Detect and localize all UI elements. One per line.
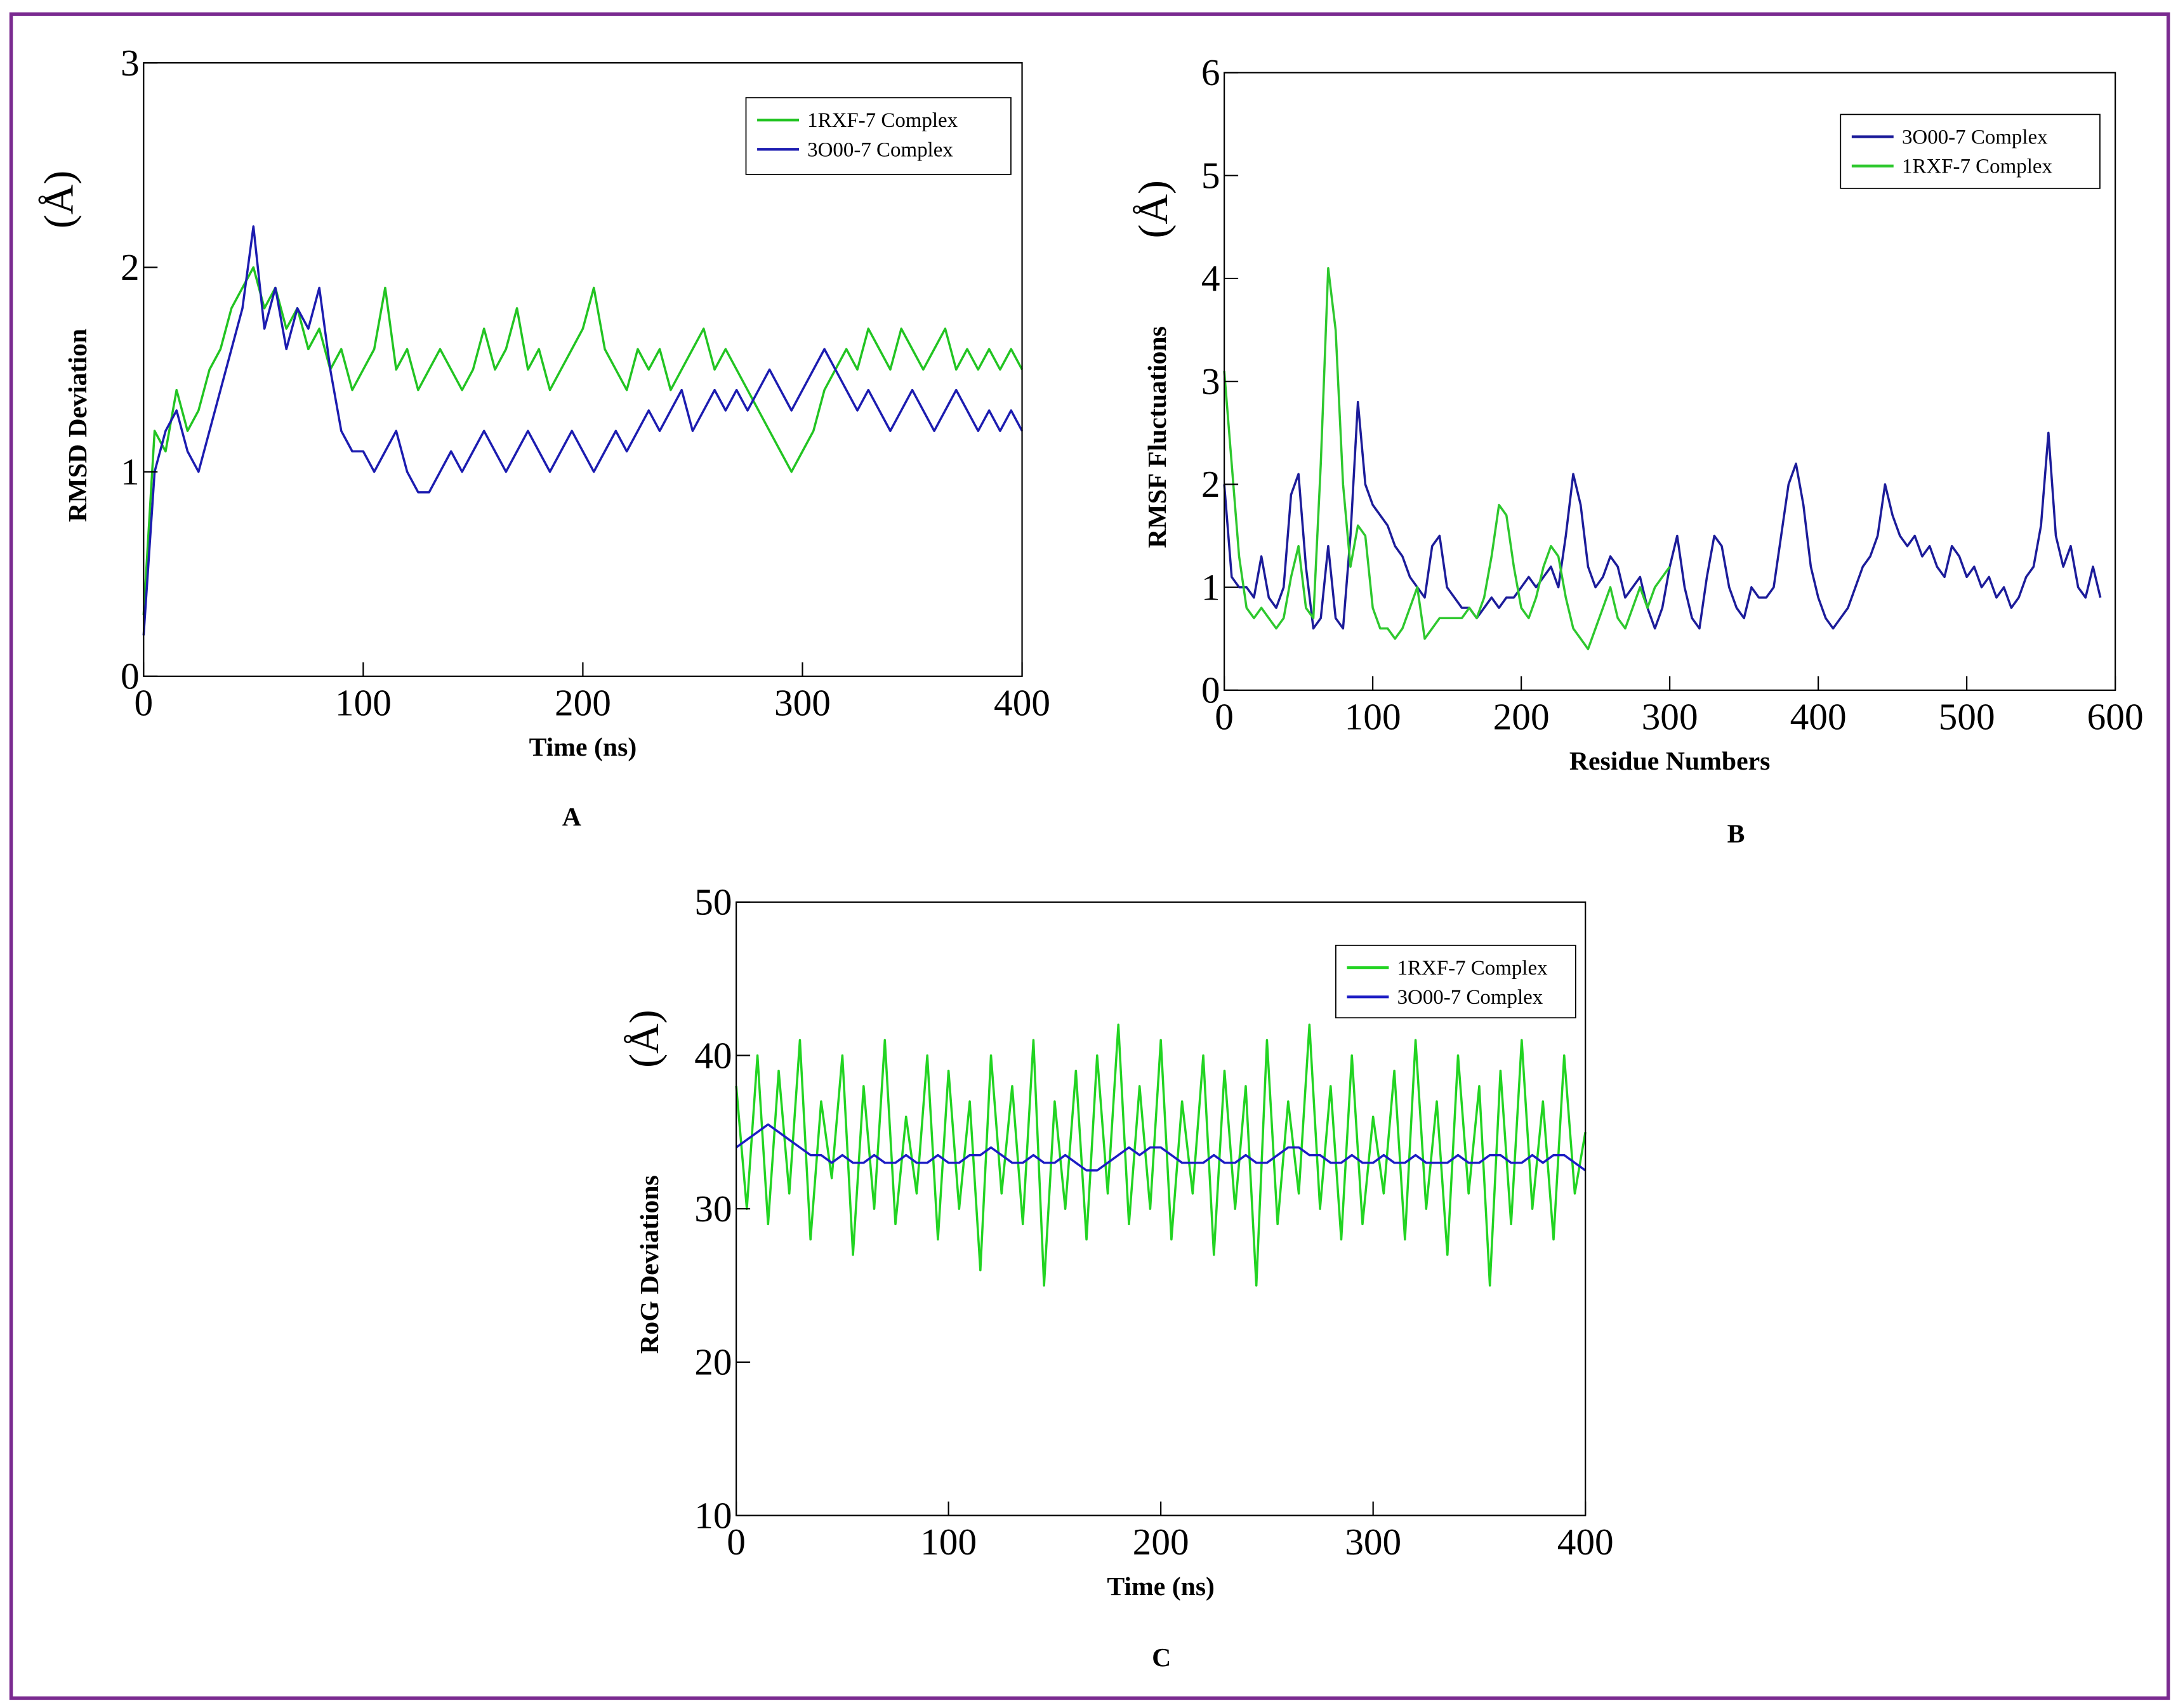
y-tick-label: 10 bbox=[694, 1494, 732, 1536]
y-axis-label: RoG Deviations bbox=[635, 1175, 664, 1354]
x-tick-label: 400 bbox=[1557, 1521, 1614, 1563]
y-tick-label: 30 bbox=[694, 1188, 732, 1230]
y-axis-unit: (Å) bbox=[621, 1009, 668, 1068]
series-line bbox=[735, 1023, 1587, 1287]
series-line bbox=[142, 266, 1024, 615]
legend-label: 3O00-7 Complex bbox=[1902, 126, 2048, 149]
figure-frame bbox=[9, 12, 2170, 1700]
legend-label: 3O00-7 Complex bbox=[807, 138, 953, 161]
panel-label: C bbox=[1152, 1643, 1171, 1672]
y-tick-label: 0 bbox=[121, 655, 140, 697]
x-tick-label: 0 bbox=[1215, 695, 1234, 737]
legend-label: 3O00-7 Complex bbox=[1397, 986, 1543, 1009]
y-axis-unit: (Å) bbox=[1130, 180, 1177, 239]
panel-label: B bbox=[1727, 819, 1745, 848]
legend-label: 1RXF-7 Complex bbox=[1397, 957, 1548, 980]
x-tick-label: 200 bbox=[1133, 1521, 1189, 1563]
y-axis-label: RMSD Deviation bbox=[63, 329, 93, 522]
x-tick-label: 100 bbox=[335, 681, 392, 723]
x-tick-label: 100 bbox=[1345, 695, 1401, 737]
legend-label: 1RXF-7 Complex bbox=[1902, 155, 2053, 178]
legend-box bbox=[745, 97, 1012, 175]
x-tick-label: 200 bbox=[555, 681, 611, 723]
y-tick-label: 0 bbox=[1201, 669, 1220, 711]
x-tick-label: 400 bbox=[994, 681, 1050, 723]
y-tick-label: 1 bbox=[121, 450, 140, 492]
y-tick-label: 6 bbox=[1201, 51, 1220, 93]
x-axis-label: Residue Numbers bbox=[1569, 747, 1771, 776]
x-tick-label: 300 bbox=[774, 681, 831, 723]
series-line bbox=[1223, 266, 1671, 650]
legend-box bbox=[1335, 945, 1576, 1019]
legend-label: 1RXF-7 Complex bbox=[807, 109, 958, 132]
y-axis-unit: (Å) bbox=[36, 171, 82, 228]
y-tick-label: 1 bbox=[1201, 566, 1220, 608]
series-line bbox=[736, 1123, 1587, 1172]
y-tick-label: 5 bbox=[1201, 154, 1220, 196]
y-tick-label: 40 bbox=[694, 1034, 732, 1076]
y-tick-label: 2 bbox=[121, 246, 140, 288]
y-tick-label: 4 bbox=[1201, 258, 1220, 299]
y-tick-label: 2 bbox=[1201, 463, 1220, 505]
y-tick-label: 20 bbox=[694, 1341, 732, 1383]
legend-box bbox=[1840, 114, 2101, 189]
x-tick-label: 300 bbox=[1642, 695, 1698, 737]
series-line bbox=[1223, 400, 2102, 630]
y-tick-label: 3 bbox=[1201, 360, 1220, 402]
x-tick-label: 0 bbox=[727, 1521, 746, 1563]
y-tick-label: 50 bbox=[694, 881, 732, 923]
y-axis-label: RMSF Fluctuations bbox=[1143, 326, 1172, 548]
x-tick-label: 200 bbox=[1493, 695, 1550, 737]
y-tick-label: 3 bbox=[121, 42, 140, 84]
x-tick-label: 600 bbox=[2087, 695, 2144, 737]
x-axis-label: Time (ns) bbox=[1107, 1572, 1215, 1601]
x-axis-label: Time (ns) bbox=[529, 733, 637, 762]
x-tick-label: 300 bbox=[1345, 1521, 1401, 1563]
x-tick-label: 400 bbox=[1790, 695, 1847, 737]
x-tick-label: 500 bbox=[1939, 695, 1995, 737]
x-tick-label: 100 bbox=[920, 1521, 977, 1563]
series-line bbox=[142, 225, 1024, 636]
panel-label: A bbox=[562, 803, 581, 832]
x-tick-label: 0 bbox=[134, 681, 153, 723]
